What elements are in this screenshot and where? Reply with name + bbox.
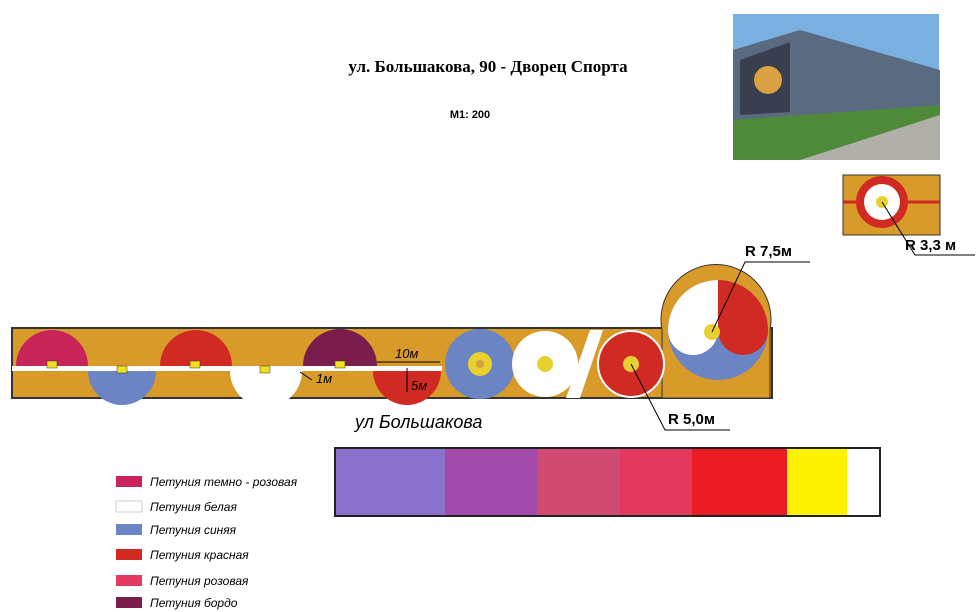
radius-label: R 3,3 м	[905, 237, 956, 254]
color-swatch	[692, 448, 787, 516]
legend-label: Петуния бордо	[150, 596, 238, 610]
street-label: ул Большакова	[353, 412, 482, 432]
legend-swatch	[116, 597, 142, 608]
marker	[117, 366, 127, 373]
color-swatch	[335, 448, 445, 516]
legend: Петуния темно - розовая Петуния белая Пе…	[116, 475, 298, 610]
color-swatch	[620, 448, 692, 516]
color-bar	[335, 448, 880, 516]
legend-label: Петуния темно - розовая	[150, 475, 298, 489]
flowerbed-plan: ул. Большакова, 90 - Дворец Спорта М1: 2…	[0, 0, 976, 612]
legend-swatch	[116, 501, 142, 512]
bed-line	[12, 366, 442, 371]
legend-swatch	[116, 476, 142, 487]
photo-logo	[754, 66, 782, 94]
half-circle	[88, 371, 156, 405]
legend-swatch	[116, 524, 142, 535]
dimension-label: 1м	[316, 371, 332, 386]
legend-label: Петуния красная	[150, 548, 249, 562]
marker	[190, 361, 200, 368]
dimension-label: 10м	[395, 346, 418, 361]
marker	[47, 361, 57, 368]
color-swatch	[787, 448, 847, 516]
legend-swatch	[116, 549, 142, 560]
half-circle	[230, 371, 302, 407]
radius-label: R 7,5м	[745, 243, 792, 260]
color-swatch	[445, 448, 537, 516]
legend-label: Петуния синяя	[150, 523, 237, 537]
legend-swatch	[116, 575, 142, 586]
marker	[260, 366, 270, 373]
legend-label: Петуния розовая	[150, 574, 249, 588]
color-swatch	[537, 448, 620, 516]
marker	[335, 361, 345, 368]
photo	[733, 14, 940, 160]
radius-label: R 5,0м	[668, 411, 715, 428]
title: ул. Большакова, 90 - Дворец Спорта	[348, 57, 628, 76]
legend-label: Петуния белая	[150, 500, 237, 514]
dimension-label: 5м	[411, 378, 427, 393]
circle-dot	[476, 360, 484, 368]
circle-center	[537, 356, 553, 372]
scale: М1: 200	[450, 109, 490, 121]
